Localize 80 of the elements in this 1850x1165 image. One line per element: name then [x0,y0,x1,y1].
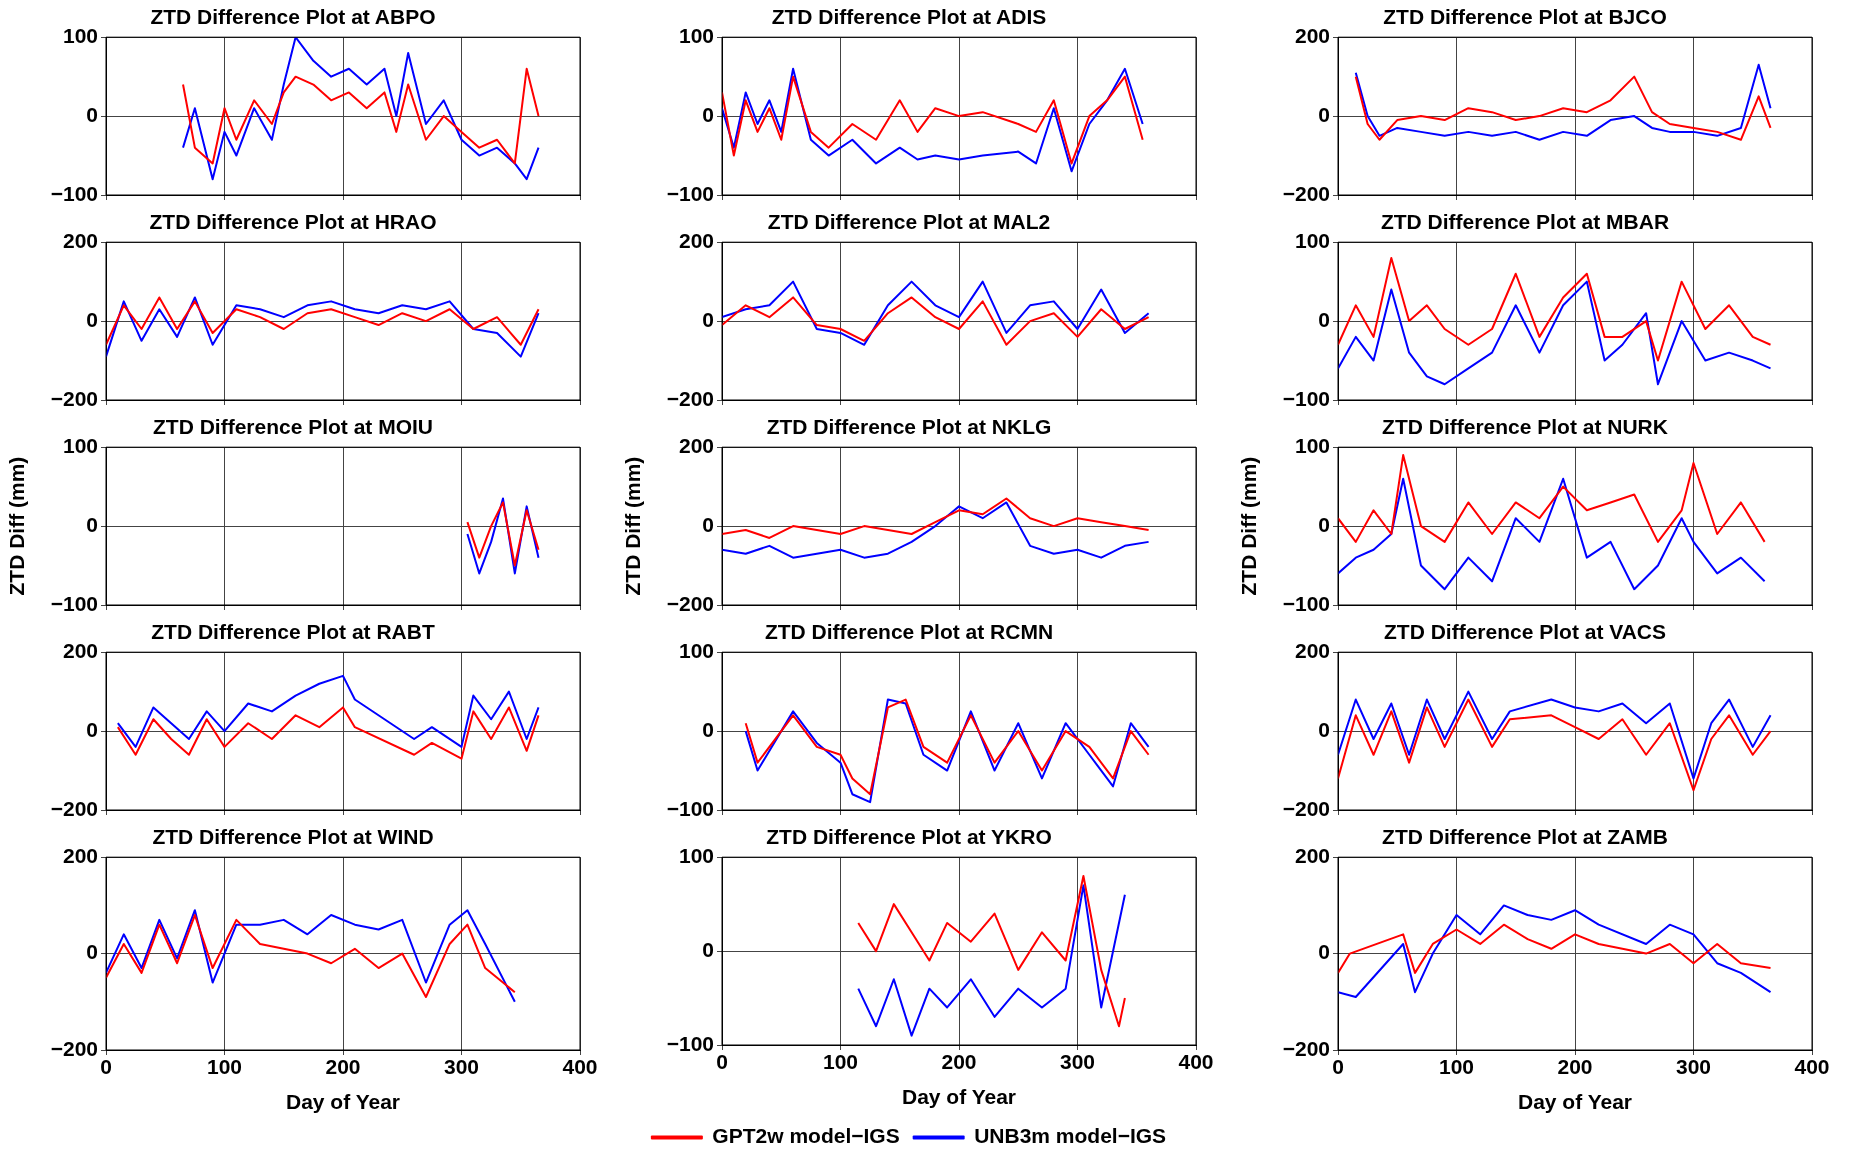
y-tick-label: −100 [50,181,98,205]
x-tick-label: 200 [325,1055,361,1079]
chart-title: ZTD Difference Plot at NURK [1382,415,1668,439]
y-tick-label: 200 [62,639,98,662]
y-tick-label: −100 [1282,591,1330,615]
y-tick-label: 200 [678,229,714,252]
y-tick-label: 100 [62,434,98,457]
y-tick-label: 100 [1294,229,1330,252]
y-tick-label: 0 [1318,307,1330,331]
chart-title: ZTD Difference Plot at RABT [151,620,435,644]
chart-title: ZTD Difference Plot at VACS [1384,620,1666,644]
y-tick-label: 0 [86,717,98,741]
chart-title: ZTD Difference Plot at HRAO [149,210,437,234]
chart-title: ZTD Difference Plot at MAL2 [767,210,1051,234]
y-tick-label: 100 [1294,434,1330,457]
y-tick-label: 100 [678,639,714,662]
y-tick-label: 0 [1318,940,1330,964]
legend-label: UNB3m model−IGS [974,1124,1167,1148]
y-tick-label: 0 [702,512,714,536]
y-tick-label: −200 [1282,1036,1330,1060]
x-tick-label: 400 [562,1055,598,1079]
chart-title: ZTD Difference Plot at ABPO [150,5,436,29]
y-tick-label: 100 [678,844,714,867]
y-tick-label: 0 [86,307,98,331]
x-tick-label: 100 [1438,1055,1475,1079]
y-tick-label: −200 [50,1036,98,1060]
y-tick-label: −100 [666,796,714,820]
x-tick-label: 200 [1557,1055,1593,1079]
y-axis-title: ZTD Diff (mm) [621,456,645,596]
chart-title: ZTD Difference Plot at BJCO [1383,5,1667,29]
y-tick-label: 200 [1294,639,1330,662]
chart-title: ZTD Difference Plot at RCMN [764,620,1054,644]
chart-title: ZTD Difference Plot at MBAR [1380,210,1670,234]
y-tick-label: 200 [678,434,714,457]
x-axis-title: Day of Year [901,1085,1017,1109]
y-tick-label: 0 [1318,717,1330,741]
y-tick-label: 0 [702,307,714,331]
y-tick-label: 0 [86,940,98,964]
chart-title: ZTD Difference Plot at ZAMB [1382,825,1668,849]
y-tick-label: −100 [666,181,714,205]
y-tick-label: 100 [62,24,98,47]
chart-title: ZTD Difference Plot at MOIU [152,415,434,439]
y-tick-label: 200 [62,844,98,867]
x-tick-label: 100 [822,1050,859,1074]
y-axis-title: ZTD Diff (mm) [5,456,29,596]
x-tick-label: 100 [206,1055,243,1079]
chart-title: ZTD Difference Plot at WIND [152,825,434,849]
y-tick-label: 0 [702,102,714,126]
y-tick-label: 100 [678,24,714,47]
y-tick-label: −200 [666,591,714,615]
y-tick-label: 0 [86,102,98,126]
chart-title: ZTD Difference Plot at ADIS [771,5,1047,29]
y-tick-label: 200 [1294,844,1330,867]
x-axis-title: Day of Year [1517,1090,1633,1114]
y-tick-label: −100 [50,591,98,615]
y-tick-label: 0 [702,937,714,961]
y-tick-label: −200 [50,386,98,410]
y-tick-label: −200 [50,796,98,820]
y-tick-label: 0 [86,512,98,536]
y-tick-label: −200 [1282,796,1330,820]
y-tick-label: −100 [1282,386,1330,410]
x-tick-label: 400 [1178,1050,1214,1074]
x-tick-label: 300 [443,1055,480,1079]
y-tick-label: 0 [1318,512,1330,536]
x-axis-title: Day of Year [285,1090,401,1114]
x-tick-label: 300 [1059,1050,1096,1074]
x-tick-label: 400 [1794,1055,1830,1079]
chart-title: ZTD Difference Plot at YKRO [766,825,1052,849]
y-tick-label: 200 [1294,24,1330,47]
x-tick-label: 200 [941,1050,977,1074]
chart-title: ZTD Difference Plot at NKLG [766,415,1052,439]
legend-label: GPT2w model−IGS [712,1124,900,1148]
y-tick-label: 0 [702,717,714,741]
y-axis-title: ZTD Diff (mm) [1237,456,1261,596]
y-tick-label: −200 [666,386,714,410]
y-tick-label: 200 [62,229,98,252]
y-tick-label: −200 [1282,181,1330,205]
y-tick-label: −100 [666,1031,714,1055]
x-tick-label: 300 [1675,1055,1712,1079]
y-tick-label: 0 [1318,102,1330,126]
